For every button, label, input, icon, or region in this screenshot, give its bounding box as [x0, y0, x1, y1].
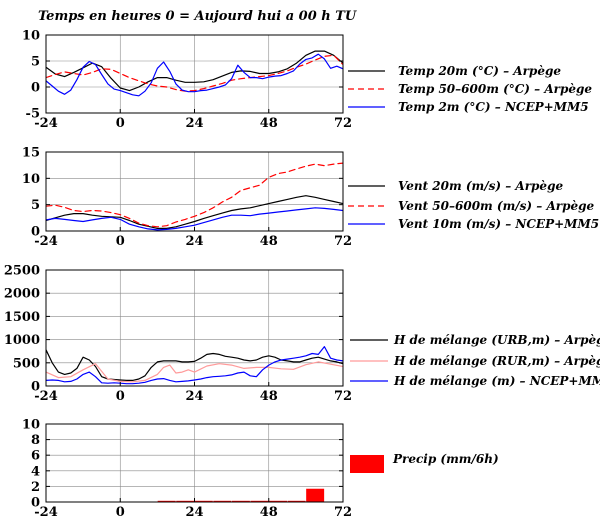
- precip-bar: [176, 500, 195, 502]
- legend-label: Vent 20m (m/s) – Arpège: [398, 179, 563, 193]
- x-tick-label: 72: [334, 116, 352, 131]
- x-tick-label: 72: [334, 505, 352, 517]
- precip-bar: [287, 500, 306, 502]
- y-tick-label: 10: [22, 29, 40, 44]
- precip-bar: [250, 500, 269, 502]
- x-tick-label: 72: [334, 234, 352, 249]
- x-tick-label: 48: [260, 234, 278, 249]
- x-tick-label: 0: [116, 505, 125, 517]
- y-tick-label: 500: [13, 356, 40, 371]
- x-tick-label: 24: [185, 234, 203, 249]
- y-tick-label: 5: [31, 198, 40, 213]
- y-tick-label: 1500: [4, 310, 40, 325]
- x-tick-label: 24: [185, 505, 203, 517]
- y-tick-label: 0: [31, 496, 40, 511]
- plot-area: [46, 162, 343, 231]
- precip-bar: [269, 500, 288, 502]
- precip-bar: [231, 500, 250, 502]
- y-tick-label: 15: [22, 146, 40, 161]
- precip-bar: [306, 488, 325, 502]
- chart-header-title: Temps en heures 0 = Aujourd hui a 00 h T…: [38, 9, 357, 24]
- legend-label: H de mélange (URB,m) – Arpège: [393, 333, 600, 347]
- x-tick-label: -24: [34, 389, 58, 404]
- y-tick-label: 0: [31, 380, 40, 395]
- series-line-3: [46, 207, 343, 231]
- x-tick-label: 0: [116, 234, 125, 249]
- precip-bar: [213, 500, 232, 502]
- x-tick-label: 0: [116, 389, 125, 404]
- y-tick-label: 2: [31, 480, 40, 495]
- series-line-3: [46, 346, 343, 385]
- series-line-1: [46, 349, 343, 381]
- y-tick-label: 2500: [4, 264, 40, 279]
- y-tick-label: 1000: [4, 333, 40, 348]
- y-tick-label: -5: [26, 107, 40, 122]
- precip-bar: [157, 500, 176, 502]
- legend-label: Temp 50–600m (°C) – Arpège: [398, 82, 592, 96]
- series-line-2: [46, 361, 343, 383]
- legend-label: Vent 10m (m/s) – NCEP+MM5: [398, 217, 599, 231]
- x-tick-label: 0: [116, 116, 125, 131]
- y-tick-label: 8: [31, 433, 40, 448]
- x-tick-label: -24: [34, 116, 58, 131]
- legend-swatch: [350, 455, 384, 473]
- y-tick-label: 6: [31, 449, 40, 464]
- legend-label: H de mélange (RUR,m) – Arpège: [393, 354, 600, 368]
- legend-label: Vent 50–600m (m/s) – Arpège: [398, 199, 595, 213]
- x-tick-label: 24: [185, 116, 203, 131]
- series-line-1: [46, 195, 343, 229]
- y-tick-label: 10: [22, 418, 40, 433]
- plot-area: [46, 346, 343, 385]
- y-tick-label: 2000: [4, 287, 40, 302]
- x-tick-label: -24: [34, 234, 58, 249]
- plot-area: [46, 50, 343, 97]
- plot-area: [157, 488, 325, 502]
- legend-label: Precip (mm/6h): [392, 452, 499, 466]
- series-line-2: [46, 54, 343, 92]
- series-line-3: [46, 53, 343, 97]
- precip-bar: [194, 500, 213, 502]
- series-line-2: [46, 162, 343, 228]
- y-tick-label: 10: [22, 172, 40, 187]
- y-tick-label: 0: [31, 225, 40, 240]
- legend-label: H de mélange (m) – NCEP+MM5: [393, 374, 600, 388]
- x-tick-label: 48: [260, 116, 278, 131]
- x-tick-label: -24: [34, 505, 58, 517]
- x-tick-label: 48: [260, 389, 278, 404]
- x-tick-label: 72: [334, 389, 352, 404]
- legend-label: Temp 2m (°C) – NCEP+MM5: [398, 100, 589, 114]
- x-tick-label: 24: [185, 389, 203, 404]
- y-tick-label: 5: [31, 55, 40, 70]
- x-tick-label: 48: [260, 505, 278, 517]
- panel-1: 10 5 0 -5-24 0 24 48 72 Temp 20m (°C) – Arpège Te…: [22, 29, 592, 132]
- y-tick-label: 0: [31, 81, 40, 96]
- y-tick-label: 4: [31, 464, 40, 479]
- legend-label: Temp 20m (°C) – Arpège: [398, 64, 561, 78]
